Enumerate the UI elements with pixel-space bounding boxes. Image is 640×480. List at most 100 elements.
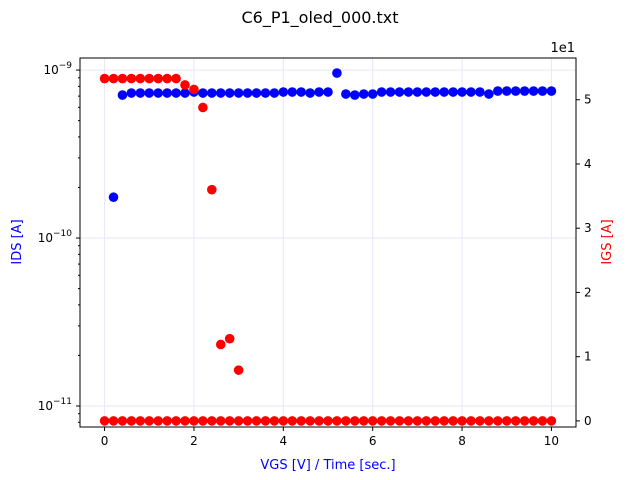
right-tick-label: 4 bbox=[584, 157, 592, 171]
x-tick-label: 10 bbox=[544, 434, 559, 448]
x-tick-label: 4 bbox=[279, 434, 287, 448]
igs-point bbox=[171, 73, 181, 84]
ids-point bbox=[269, 88, 280, 98]
igs-point bbox=[162, 73, 172, 84]
ids-point bbox=[376, 87, 387, 97]
data-points bbox=[99, 68, 557, 426]
ids-point bbox=[519, 86, 530, 96]
igs-point bbox=[233, 365, 244, 375]
igs-point bbox=[233, 416, 244, 426]
igs-point bbox=[126, 416, 137, 426]
ids-point bbox=[332, 68, 342, 78]
igs-point bbox=[171, 416, 181, 426]
ids-point bbox=[198, 88, 208, 98]
igs-point bbox=[457, 416, 467, 426]
chart-title: C6_P1_oled_000.txt bbox=[241, 8, 398, 28]
ids-point bbox=[412, 87, 423, 97]
ids-point bbox=[341, 89, 351, 99]
igs-point bbox=[466, 416, 476, 426]
ids-point bbox=[358, 89, 369, 99]
igs-point bbox=[385, 416, 396, 426]
grid bbox=[80, 58, 576, 427]
igs-point bbox=[475, 416, 485, 426]
igs-point bbox=[269, 416, 280, 426]
ids-point bbox=[171, 88, 181, 98]
ids-point bbox=[385, 87, 396, 97]
igs-point bbox=[117, 416, 128, 426]
right-tick-label: 5 bbox=[584, 93, 592, 107]
right-tick-label: 1 bbox=[584, 350, 592, 364]
igs-point bbox=[117, 73, 128, 84]
ids-point bbox=[484, 89, 494, 99]
igs-point bbox=[403, 416, 414, 426]
igs-point bbox=[135, 73, 146, 84]
x-tick-label: 8 bbox=[458, 434, 466, 448]
right-tick-label: 3 bbox=[584, 221, 592, 235]
ids-point bbox=[448, 87, 458, 97]
ids-point bbox=[421, 87, 432, 97]
igs-point bbox=[198, 102, 208, 113]
igs-point bbox=[162, 416, 172, 426]
ids-point bbox=[153, 88, 163, 98]
x-tick-label: 0 bbox=[101, 434, 109, 448]
igs-point bbox=[153, 416, 163, 426]
ids-point bbox=[466, 87, 476, 97]
ids-point bbox=[215, 88, 226, 98]
igs-point bbox=[180, 416, 190, 426]
igs-point bbox=[323, 416, 333, 426]
ids-point bbox=[126, 88, 137, 98]
right-tick-label: 0 bbox=[584, 414, 592, 428]
ids-point bbox=[207, 88, 217, 98]
igs-point bbox=[501, 416, 512, 426]
ids-point bbox=[144, 88, 155, 98]
igs-point bbox=[296, 416, 306, 426]
igs-point bbox=[341, 416, 351, 426]
igs-point bbox=[215, 339, 226, 350]
left-tick-label: 10−10 bbox=[38, 229, 73, 245]
igs-point bbox=[144, 73, 155, 84]
ids-point bbox=[350, 90, 360, 100]
igs-point bbox=[510, 416, 521, 426]
igs-point bbox=[421, 416, 432, 426]
igs-point bbox=[224, 333, 235, 344]
igs-point bbox=[108, 73, 119, 84]
igs-point bbox=[108, 416, 119, 426]
igs-point bbox=[314, 416, 324, 426]
igs-point bbox=[305, 416, 315, 426]
ids-point bbox=[493, 86, 503, 96]
igs-point bbox=[126, 73, 137, 84]
igs-point bbox=[189, 84, 199, 95]
igs-point bbox=[448, 416, 458, 426]
igs-point bbox=[207, 184, 217, 195]
ids-point bbox=[278, 87, 289, 97]
x-axis-label: VGS [V] / Time [sec.] bbox=[260, 458, 395, 473]
ids-point bbox=[180, 88, 190, 98]
igs-point bbox=[367, 416, 378, 426]
igs-point bbox=[198, 416, 208, 426]
igs-point bbox=[332, 416, 342, 426]
ids-point bbox=[367, 89, 378, 99]
igs-point bbox=[251, 416, 262, 426]
ids-point bbox=[403, 87, 414, 97]
right-y-axis: 0 1 2 3 4 5 bbox=[576, 93, 592, 428]
igs-point bbox=[135, 416, 146, 426]
igs-point bbox=[189, 416, 199, 426]
igs-point bbox=[394, 416, 405, 426]
left-y-axis-label: IDS [A] bbox=[10, 219, 25, 264]
x-axis: 0 2 4 6 8 10 bbox=[101, 427, 559, 448]
igs-point bbox=[537, 416, 548, 426]
ids-point bbox=[510, 86, 521, 96]
igs-point bbox=[430, 416, 441, 426]
ids-point bbox=[394, 87, 405, 97]
igs-point bbox=[144, 416, 155, 426]
ids-point bbox=[296, 87, 306, 97]
igs-point bbox=[376, 416, 387, 426]
ids-point bbox=[546, 86, 557, 96]
igs-point bbox=[439, 416, 449, 426]
igs-point bbox=[224, 416, 235, 426]
ids-point bbox=[430, 87, 441, 97]
right-tick-label: 2 bbox=[584, 285, 592, 299]
igs-point bbox=[519, 416, 530, 426]
igs-point bbox=[99, 416, 110, 426]
